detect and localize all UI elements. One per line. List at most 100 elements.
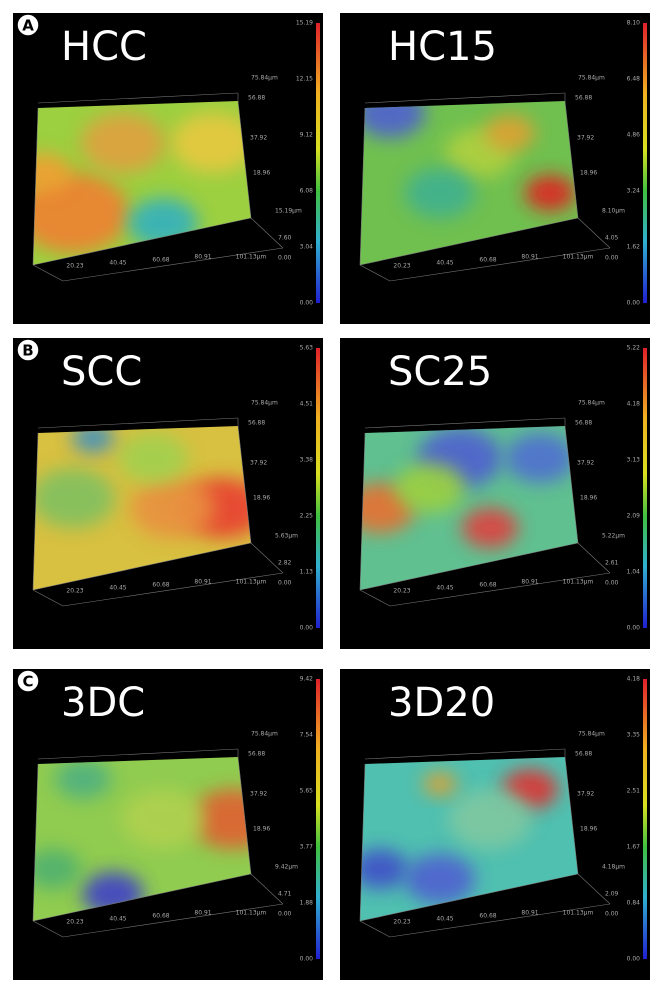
x-tick-label: 80.91 xyxy=(194,910,211,917)
y-tick-label: 56.88 xyxy=(575,751,592,758)
colorbar-label: 5.63 xyxy=(300,345,314,352)
colorbar-label: 2.09 xyxy=(627,513,641,520)
colorbar-label: 15.19 xyxy=(296,20,313,27)
colorbar-label: 2.51 xyxy=(627,788,641,795)
colorbar-label: 2.25 xyxy=(300,513,314,520)
z-tick-label: 2.61 xyxy=(605,560,619,567)
y-tick-label: 75.84µm xyxy=(578,75,605,82)
y-tick-label: 18.96 xyxy=(580,170,597,177)
x-tick-label: 60.68 xyxy=(479,257,496,264)
colorbar xyxy=(316,679,320,959)
surface-feature xyxy=(485,115,535,151)
y-tick-label: 75.84µm xyxy=(578,400,605,407)
x-tick-label: 60.68 xyxy=(152,913,169,920)
x-tick-label: 40.45 xyxy=(109,916,126,923)
surface-feature xyxy=(505,433,575,483)
y-tick-label: 37.92 xyxy=(250,791,267,798)
y-tick-label: 75.84µm xyxy=(578,731,605,738)
panel: 3D204.183.352.511.670.840.0020.2340.4560… xyxy=(340,669,650,980)
panel-title: HCC xyxy=(61,24,147,70)
colorbar-label: 0.00 xyxy=(627,956,641,963)
x-tick-label: 20.23 xyxy=(393,919,410,926)
x-tick-label: 101.13µm xyxy=(563,910,594,917)
panel-label: B xyxy=(22,342,33,360)
y-tick-label: 37.92 xyxy=(577,135,594,142)
surface-feature xyxy=(121,789,205,849)
x-tick-label: 40.45 xyxy=(436,260,453,267)
colorbar-label: 6.08 xyxy=(300,188,314,195)
x-tick-label: 60.68 xyxy=(152,257,169,264)
y-tick-label: 56.88 xyxy=(248,420,265,427)
surface-feature xyxy=(448,789,532,849)
panel-title: 3DC xyxy=(61,680,145,726)
x-tick-label: 101.13µm xyxy=(563,579,594,586)
y-tick-label: 37.92 xyxy=(250,460,267,467)
x-tick-label: 80.91 xyxy=(521,910,538,917)
z-tick-label: 4.18µm xyxy=(602,864,625,871)
y-tick-label: 56.88 xyxy=(248,751,265,758)
z-tick-label: 0.00 xyxy=(605,911,619,918)
colorbar-label: 4.51 xyxy=(300,401,314,408)
x-tick-label: 20.23 xyxy=(66,919,83,926)
y-tick-label: 18.96 xyxy=(580,495,597,502)
panel-label: C xyxy=(22,673,33,691)
colorbar-label: 0.00 xyxy=(627,625,641,632)
y-tick-label: 37.92 xyxy=(577,460,594,467)
surface-feature xyxy=(525,175,575,211)
x-tick-label: 40.45 xyxy=(436,585,453,592)
z-tick-label: 9.42µm xyxy=(275,864,298,871)
x-tick-label: 40.45 xyxy=(109,585,126,592)
x-tick-label: 60.68 xyxy=(152,582,169,589)
surface-feature xyxy=(405,854,475,904)
surface-feature xyxy=(118,433,188,483)
figure: HCCA15.1912.159.126.083.040.0020.2340.45… xyxy=(0,0,659,985)
colorbar-label: 0.00 xyxy=(300,625,314,632)
x-tick-label: 20.23 xyxy=(393,263,410,270)
colorbar-label: 5.65 xyxy=(300,788,314,795)
colorbar-label: 3.24 xyxy=(627,188,641,195)
y-tick-label: 18.96 xyxy=(253,826,270,833)
colorbar-label: 4.18 xyxy=(627,676,641,683)
x-tick-label: 80.91 xyxy=(521,579,538,586)
z-tick-label: 2.82 xyxy=(278,560,292,567)
z-tick-label: 4.71 xyxy=(278,891,292,898)
x-tick-label: 20.23 xyxy=(66,588,83,595)
z-tick-label: 2.09 xyxy=(605,891,619,898)
panel-title: SCC xyxy=(61,349,142,395)
x-tick-label: 60.68 xyxy=(479,913,496,920)
colorbar-label: 3.13 xyxy=(627,457,641,464)
surface-feature xyxy=(423,772,457,796)
colorbar-label: 0.00 xyxy=(300,956,314,963)
colorbar xyxy=(643,23,647,303)
z-tick-label: 0.00 xyxy=(605,255,619,262)
z-tick-label: 0.00 xyxy=(278,911,292,918)
x-tick-label: 80.91 xyxy=(194,579,211,586)
colorbar-label: 1.13 xyxy=(300,569,314,576)
y-tick-label: 18.96 xyxy=(580,826,597,833)
colorbar-label: 0.00 xyxy=(300,300,314,307)
z-tick-label: 0.00 xyxy=(278,580,292,587)
x-tick-label: 101.13µm xyxy=(236,579,267,586)
x-tick-label: 101.13µm xyxy=(236,910,267,917)
colorbar-label: 7.54 xyxy=(300,732,314,739)
surface-feature xyxy=(55,759,111,799)
colorbar xyxy=(643,348,647,628)
x-tick-label: 80.91 xyxy=(521,254,538,261)
surface-feature xyxy=(131,478,215,538)
colorbar-label: 12.15 xyxy=(296,76,313,83)
surface-feature xyxy=(405,168,475,218)
x-tick-label: 40.45 xyxy=(436,916,453,923)
colorbar-label: 1.67 xyxy=(627,844,641,851)
colorbar-label: 6.48 xyxy=(627,76,641,83)
colorbar-label: 3.38 xyxy=(300,457,314,464)
panel-title: SC25 xyxy=(388,349,492,395)
y-tick-label: 75.84µm xyxy=(251,731,278,738)
surface-feature xyxy=(31,468,115,528)
colorbar-label: 3.04 xyxy=(300,244,314,251)
colorbar-label: 3.35 xyxy=(627,732,641,739)
surface-feature xyxy=(462,508,518,548)
y-tick-label: 75.84µm xyxy=(251,75,278,82)
x-tick-label: 20.23 xyxy=(66,263,83,270)
y-tick-label: 56.88 xyxy=(248,95,265,102)
surface-feature xyxy=(395,463,465,513)
